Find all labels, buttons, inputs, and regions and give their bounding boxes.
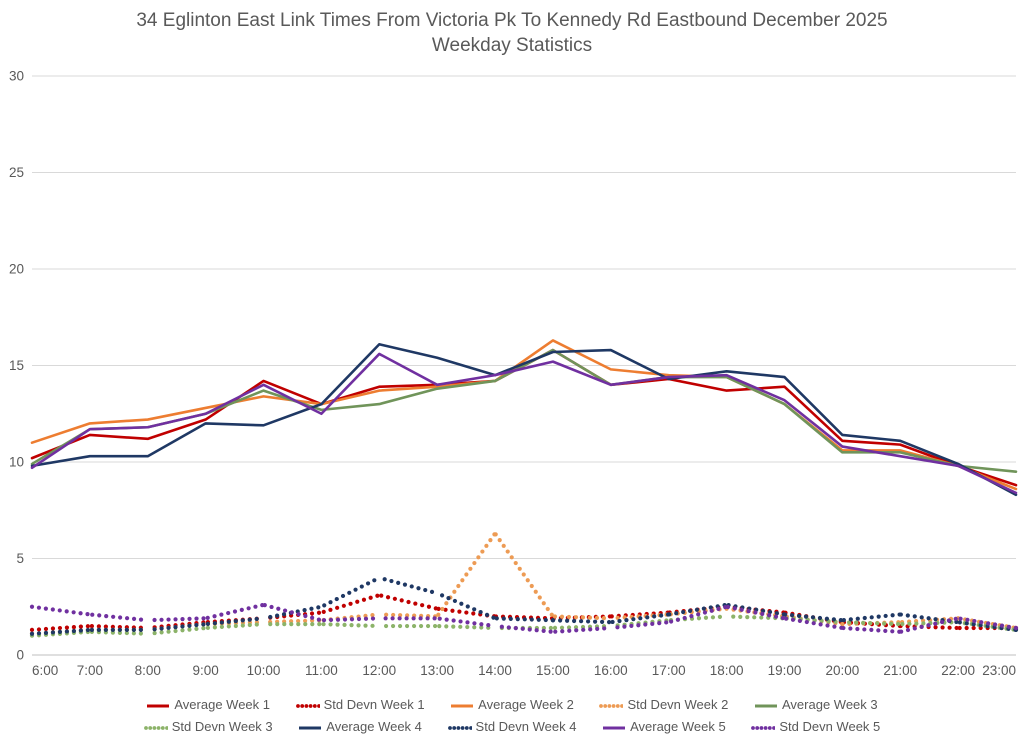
svg-text:15:00: 15:00 bbox=[536, 663, 570, 678]
svg-text:30: 30 bbox=[9, 69, 24, 84]
svg-text:12:00: 12:00 bbox=[362, 663, 396, 678]
svg-text:10:00: 10:00 bbox=[247, 663, 281, 678]
svg-text:19:00: 19:00 bbox=[768, 663, 802, 678]
svg-text:20:00: 20:00 bbox=[825, 663, 859, 678]
svg-text:25: 25 bbox=[9, 165, 24, 180]
svg-text:22:00: 22:00 bbox=[941, 663, 975, 678]
svg-text:17:00: 17:00 bbox=[652, 663, 686, 678]
svg-text:9:00: 9:00 bbox=[193, 663, 219, 678]
svg-text:8:00: 8:00 bbox=[135, 663, 161, 678]
svg-text:20: 20 bbox=[9, 262, 24, 277]
svg-text:23:00: 23:00 bbox=[982, 663, 1016, 678]
svg-text:5: 5 bbox=[16, 551, 24, 566]
svg-text:21:00: 21:00 bbox=[883, 663, 917, 678]
svg-text:18:00: 18:00 bbox=[710, 663, 744, 678]
svg-text:15: 15 bbox=[9, 358, 24, 373]
svg-text:11:00: 11:00 bbox=[305, 663, 338, 678]
svg-text:10: 10 bbox=[9, 455, 24, 470]
svg-text:0: 0 bbox=[16, 648, 24, 663]
svg-text:16:00: 16:00 bbox=[594, 663, 628, 678]
svg-text:13:00: 13:00 bbox=[420, 663, 454, 678]
svg-text:7:00: 7:00 bbox=[77, 663, 103, 678]
svg-text:14:00: 14:00 bbox=[478, 663, 512, 678]
svg-text:6:00: 6:00 bbox=[32, 663, 58, 678]
